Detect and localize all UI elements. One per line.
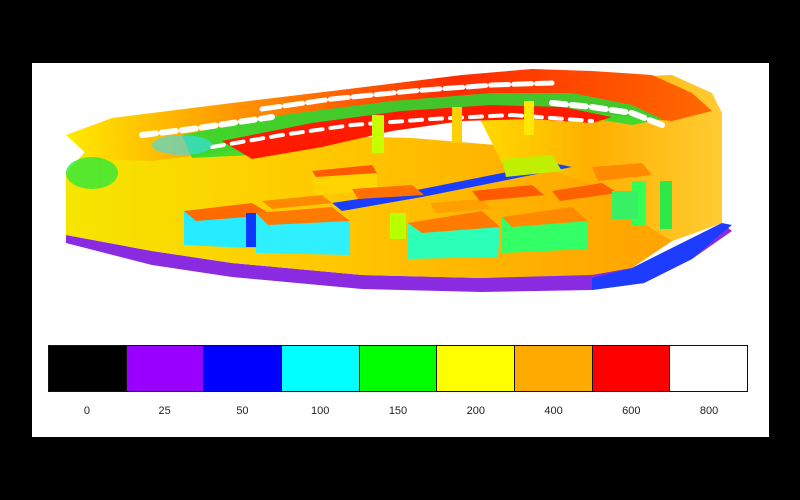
legend-labels: 0 25 50 100 150 200 400 600 800 (48, 405, 748, 425)
color-legend (48, 345, 748, 395)
legend-label-100: 100 (311, 405, 330, 417)
ring-white-strip-inner (210, 112, 594, 149)
block-front-center-2-roof (502, 207, 588, 227)
legend-label-0: 0 (83, 405, 90, 417)
legend-label-800: 800 (699, 405, 719, 417)
legend-swatch-25 (126, 346, 205, 391)
legend-swatch-100 (282, 346, 360, 391)
legend-label-400: 400 (544, 405, 563, 417)
legend-swatch-150 (359, 346, 438, 391)
legend-label-600: 600 (622, 405, 641, 417)
tower-3 (524, 101, 534, 135)
left-cyan-patch (152, 135, 212, 155)
base-edge-blue (592, 223, 732, 290)
block-small-5 (552, 183, 618, 201)
ring-courtyard (222, 105, 612, 159)
block-front-left-2-roof (256, 207, 350, 225)
tower-1 (372, 115, 384, 153)
block-mid-2 (502, 155, 562, 177)
tower-2 (452, 107, 462, 143)
legend-label-25: 25 (158, 405, 171, 417)
block-small-4 (472, 185, 544, 201)
legend-label-50: 50 (236, 405, 249, 417)
block-mid-3 (592, 163, 652, 181)
3d-illuminance-render (66, 69, 732, 292)
legend-label-200: 200 (466, 405, 485, 417)
tower-5 (660, 181, 672, 229)
block-small-2 (352, 185, 424, 199)
block-small-6 (612, 191, 638, 219)
left-green-patch (66, 157, 118, 189)
block-front-left-pillar (246, 213, 256, 247)
legend-swatch-800 (670, 346, 748, 391)
block-small-7 (390, 213, 406, 239)
legend-swatch-200 (437, 346, 516, 391)
figure-panel: 0 25 50 100 150 200 400 600 800 (32, 63, 769, 437)
ring-white-strip-front (139, 100, 665, 138)
block-front-center-roof (408, 211, 500, 233)
legend-swatch-50 (204, 346, 283, 391)
legend-swatch-0 (49, 346, 127, 391)
legend-swatch-400 (515, 346, 593, 391)
legend-color-bar (48, 345, 748, 392)
ring-white-strip-back (259, 80, 555, 112)
block-small-3 (430, 199, 492, 213)
legend-swatch-600 (592, 346, 671, 391)
legend-label-150: 150 (388, 405, 408, 417)
block-mid-1-roof (312, 165, 377, 177)
block-small-1 (262, 195, 332, 209)
